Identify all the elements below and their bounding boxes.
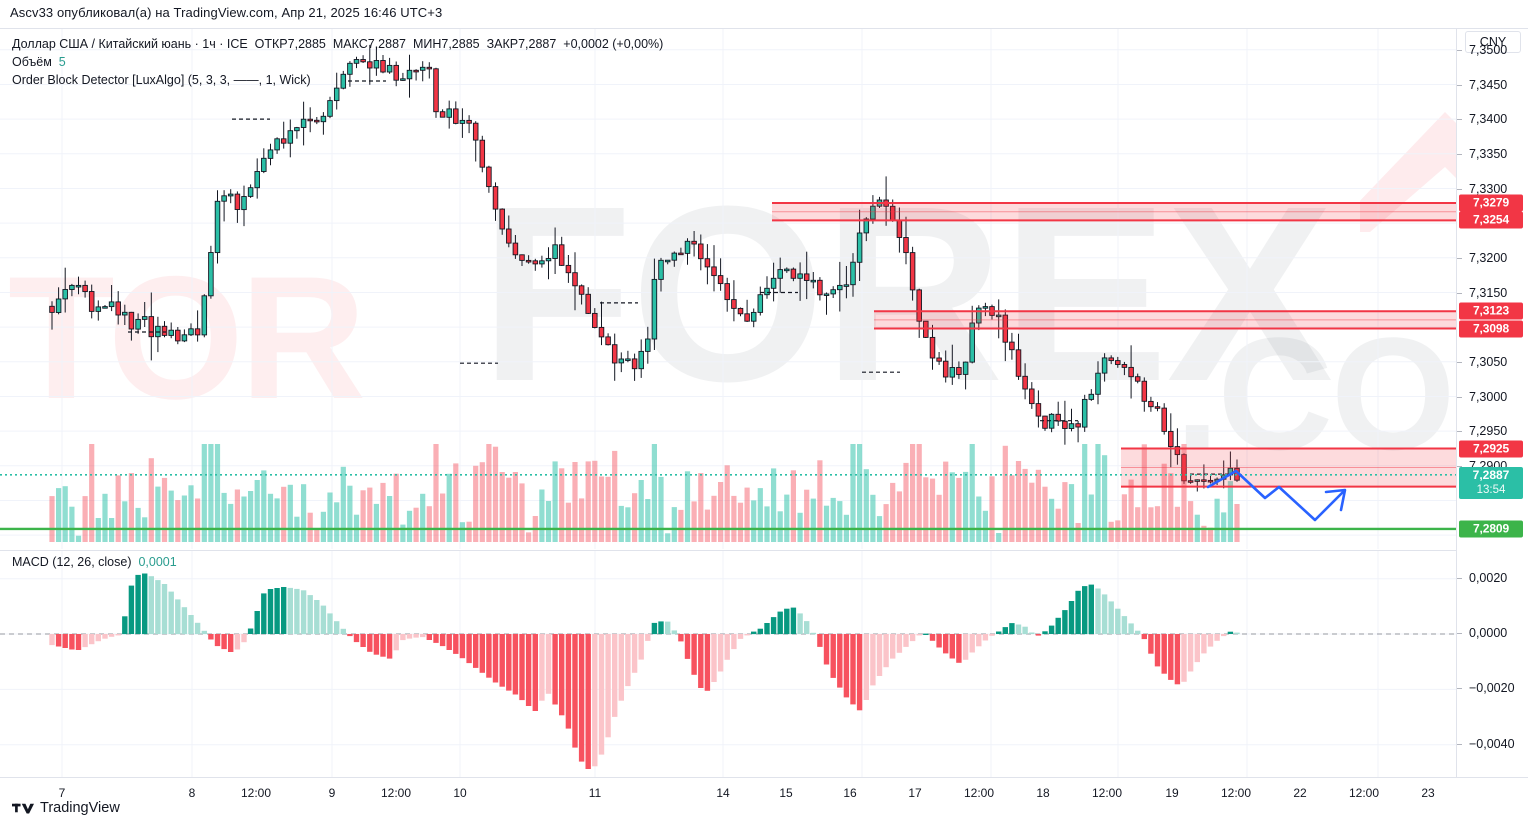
price-tick-label: 7,3400 xyxy=(1469,112,1508,127)
price-axis[interactable]: CNY 7,3500 7,3450 7,3400 7,3350 7,3300 7,3200… xyxy=(1456,29,1528,777)
time-tick-label: 7 xyxy=(58,786,66,800)
price-tick-mark xyxy=(1457,188,1462,190)
price-level-badge[interactable]: 7,3098 xyxy=(1459,320,1523,337)
legend-exchange: ICE xyxy=(226,37,248,51)
legend-close-label: ЗАКР xyxy=(486,37,519,51)
legend-orderblock-row[interactable]: Order Block Detector [LuxAlgo] (5, 3, 3,… xyxy=(12,73,311,87)
time-tick-label: 8 xyxy=(188,786,196,800)
legend-high-label: МАКС xyxy=(332,37,368,51)
macd-value: 0,0001 xyxy=(138,555,177,569)
time-tick-label: 9 xyxy=(328,786,336,800)
macd-tick-label: 0,0000 xyxy=(1469,626,1508,640)
macd-tick-mark xyxy=(1457,577,1462,579)
macd-tick-mark xyxy=(1457,633,1462,634)
price-tick-label: 7,3450 xyxy=(1469,77,1508,92)
legend-interval: 1ч xyxy=(202,37,216,51)
price-tick-mark xyxy=(1457,292,1462,294)
price-level-badge[interactable]: 7,3279 xyxy=(1459,194,1523,212)
price-tick-mark xyxy=(1457,431,1462,433)
time-tick-label: 17 xyxy=(908,786,922,800)
time-tick-label: 14 xyxy=(716,786,730,800)
price-tick-label: 7,3350 xyxy=(1469,146,1508,161)
legend-volume-row[interactable]: Объём 5 xyxy=(12,53,663,71)
time-tick-label: 12:00 xyxy=(1220,786,1252,800)
price-tick-mark xyxy=(1457,257,1462,259)
time-tick-label: 12:00 xyxy=(1091,786,1123,800)
currency-badge: CNY xyxy=(1465,31,1521,53)
legend-close: 7,2887 xyxy=(518,37,557,51)
macd-tick-mark xyxy=(1457,743,1462,745)
current-price-time: 13:54 xyxy=(1476,483,1506,496)
price-tick-mark xyxy=(1457,153,1462,155)
macd-legend[interactable]: MACD (12, 26, close) 0,0001 xyxy=(12,553,177,571)
price-pane[interactable]: TOR FOREX .COM Доллар США / Китайский юа… xyxy=(0,29,1456,549)
legend-high: 7,2887 xyxy=(367,37,406,51)
time-tick-label: 15 xyxy=(779,786,793,800)
tradingview-logo[interactable]: TradingView xyxy=(12,800,120,816)
price-level-badge[interactable]: 7,2809 xyxy=(1459,520,1523,538)
legend-change: +0,0002 (+0,00%) xyxy=(563,37,664,51)
price-tick-label: 7,3000 xyxy=(1469,389,1508,404)
macd-tick-label: −0,0020 xyxy=(1469,681,1515,696)
price-level-badge[interactable]: 7,3254 xyxy=(1459,211,1523,229)
legend-symbol-row[interactable]: Доллар США / Китайский юань · 1ч · ICE О… xyxy=(12,35,663,53)
time-axis[interactable]: 7 8 12:00 9 12:00 10 11 14 15 16 17 12:00 18 12:00 19 1… xyxy=(0,777,1528,808)
attribution-text: Ascv33 опубликовал(а) на TradingView.com… xyxy=(10,5,443,20)
price-tick-mark xyxy=(1457,49,1462,51)
macd-pane[interactable]: MACD (12, 26, close) 0,0001 xyxy=(0,550,1456,778)
price-tick-label: 7,3150 xyxy=(1469,285,1508,300)
time-tick-label: 19 xyxy=(1165,786,1179,800)
price-tick-mark xyxy=(1457,84,1462,86)
time-tick-label: 10 xyxy=(453,786,467,800)
macd-label: MACD (12, 26, close) xyxy=(12,555,132,569)
time-tick-label: 12:00 xyxy=(240,786,272,800)
time-tick-label: 12:00 xyxy=(380,786,412,800)
macd-plot xyxy=(0,551,1456,778)
price-tick-label: 7,3500 xyxy=(1469,42,1508,57)
macd-tick-label: −0,0040 xyxy=(1469,736,1515,751)
price-tick-mark xyxy=(1457,361,1462,363)
price-tick-label: 7,3200 xyxy=(1469,250,1508,265)
time-tick-label: 12:00 xyxy=(963,786,995,800)
legend-sep-1: · xyxy=(191,37,203,51)
price-level-badge[interactable]: 7,3123 xyxy=(1459,302,1523,320)
price-tick-label: 7,3050 xyxy=(1469,354,1508,369)
macd-tick-label: 0,0020 xyxy=(1469,570,1508,585)
tradingview-wordmark: TradingView xyxy=(40,800,120,816)
price-tick-mark xyxy=(1457,396,1462,398)
macd-tick-mark xyxy=(1457,688,1462,690)
time-tick-label: 18 xyxy=(1036,786,1050,800)
price-tick-mark xyxy=(1457,465,1462,467)
tradingview-mark-icon xyxy=(12,803,34,814)
time-tick-label: 12:00 xyxy=(1348,786,1380,800)
legend-sep-2: · xyxy=(215,37,227,51)
legend-open-label: ОТКР xyxy=(254,37,288,51)
time-tick-label: 16 xyxy=(843,786,857,800)
legend-symbol: Доллар США / Китайский юань xyxy=(12,37,192,51)
chart-frame: TOR FOREX .COM Доллар США / Китайский юа… xyxy=(0,28,1528,808)
current-price-badge[interactable]: 7,2887 13:54 xyxy=(1459,466,1523,499)
legend-volume-value: 5 xyxy=(58,55,66,69)
time-tick-label: 23 xyxy=(1421,786,1435,800)
price-tick-label: 7,2950 xyxy=(1469,424,1508,439)
legend-open: 7,2885 xyxy=(287,37,326,51)
time-tick-label: 22 xyxy=(1293,786,1307,800)
legend-low-label: МИН xyxy=(412,37,442,51)
chart-legend: Доллар США / Китайский юань · 1ч · ICE О… xyxy=(12,35,663,89)
legend-low: 7,2885 xyxy=(441,37,480,51)
time-tick-label: 11 xyxy=(588,786,602,800)
price-plot xyxy=(0,29,1456,549)
price-tick-mark xyxy=(1457,119,1462,121)
price-tick-label: 7,3300 xyxy=(1469,181,1508,196)
legend-volume-label: Объём xyxy=(12,55,52,69)
current-price-value: 7,2887 xyxy=(1472,467,1510,482)
price-level-badge[interactable]: 7,2925 xyxy=(1459,440,1523,457)
